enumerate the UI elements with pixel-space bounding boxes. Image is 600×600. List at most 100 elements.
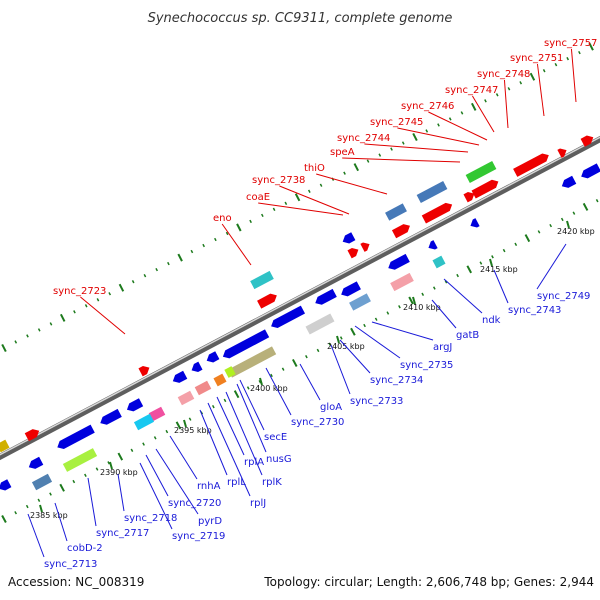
reverse-gene-label-text[interactable]: pyrD [198, 516, 222, 527]
reverse-gene-label[interactable]: sync_2713 [27, 513, 97, 570]
gene-feature[interactable] [360, 240, 371, 252]
gene-feature-shape[interactable] [313, 288, 337, 307]
reverse-gene-label-text[interactable]: argJ [433, 342, 452, 353]
gene-feature-shape[interactable] [224, 366, 236, 378]
reverse-gene-label-text[interactable]: sync_2719 [172, 531, 225, 542]
gene-feature-shape[interactable] [339, 281, 361, 298]
reverse-gene-label[interactable]: sync_2733 [330, 344, 403, 407]
forward-gene-label-text[interactable]: sync_2745 [370, 117, 423, 128]
gene-feature-shape[interactable] [513, 151, 551, 177]
reverse-gene-label-text[interactable]: ndk [482, 315, 501, 326]
gene-feature-shape[interactable] [421, 201, 454, 224]
forward-gene-label[interactable]: sync_2745 [370, 117, 480, 146]
reverse-gene-label-text[interactable]: nusG [266, 454, 292, 465]
gene-feature[interactable] [194, 380, 212, 396]
gene-feature-shape[interactable] [349, 293, 371, 311]
forward-gene-label[interactable]: coaE [246, 192, 344, 216]
reverse-gene-label-text[interactable]: rplL [227, 477, 246, 488]
gene-feature[interactable] [416, 181, 448, 203]
forward-gene-label-text[interactable]: sync_2723 [53, 286, 106, 297]
gene-feature-shape[interactable] [465, 161, 497, 183]
gene-feature-shape[interactable] [432, 255, 446, 269]
forward-gene-label-text[interactable]: sync_2748 [477, 69, 530, 80]
gene-feature-shape[interactable] [341, 232, 356, 246]
reverse-gene-label[interactable]: secE [239, 379, 287, 443]
gene-feature-shape[interactable] [560, 175, 577, 191]
gene-feature-shape[interactable] [205, 351, 220, 365]
gene-feature[interactable] [432, 255, 446, 269]
gene-feature-shape[interactable] [426, 240, 438, 252]
forward-gene-label[interactable]: sync_2746 [401, 101, 488, 141]
forward-gene-label-text[interactable]: sync_2757 [544, 38, 597, 49]
gene-feature[interactable] [0, 439, 10, 453]
gene-feature-shape[interactable] [27, 456, 44, 472]
gene-feature[interactable] [339, 281, 361, 298]
gene-feature-shape[interactable] [0, 439, 10, 453]
gene-feature[interactable] [465, 161, 497, 183]
forward-gene-label[interactable]: sync_2744 [337, 133, 469, 153]
reverse-gene-label[interactable]: pyrD [155, 448, 222, 527]
reverse-gene-label-text[interactable]: sync_2735 [400, 360, 453, 371]
gene-feature-shape[interactable] [0, 479, 12, 493]
gene-feature[interactable] [386, 253, 410, 272]
gene-feature-shape[interactable] [580, 133, 596, 147]
gene-feature[interactable] [227, 346, 277, 378]
gene-feature[interactable] [62, 448, 98, 472]
reverse-gene-label[interactable]: sync_2749 [536, 243, 590, 302]
gene-feature-shape[interactable] [138, 364, 151, 377]
gene-feature[interactable] [580, 133, 596, 147]
gene-feature[interactable] [313, 288, 337, 307]
gene-feature[interactable] [385, 203, 407, 221]
reverse-gene-label[interactable]: ndk [443, 278, 501, 326]
gene-feature-shape[interactable] [257, 291, 279, 309]
forward-gene-label[interactable]: sync_2738 [252, 175, 350, 215]
forward-gene-label[interactable]: sync_2751 [510, 53, 563, 117]
forward-gene-label[interactable]: speA [330, 147, 461, 163]
gene-feature-shape[interactable] [468, 218, 480, 230]
gene-feature-shape[interactable] [463, 190, 476, 203]
gene-feature[interactable] [579, 163, 600, 180]
gene-feature[interactable] [189, 361, 203, 375]
gene-feature-shape[interactable] [390, 272, 414, 292]
gene-feature[interactable] [148, 406, 166, 422]
gene-feature[interactable] [463, 190, 476, 203]
gene-feature[interactable] [557, 146, 568, 158]
reverse-gene-label-text[interactable]: sync_2718 [124, 513, 177, 524]
gene-feature-shape[interactable] [360, 240, 371, 252]
forward-gene-label-text[interactable]: sync_2751 [510, 53, 563, 64]
gene-feature[interactable] [250, 270, 274, 290]
gene-feature-shape[interactable] [98, 408, 122, 427]
reverse-gene-label[interactable]: sync_2735 [354, 325, 453, 371]
reverse-gene-label-text[interactable]: sync_2713 [44, 559, 97, 570]
gene-feature-shape[interactable] [385, 203, 407, 221]
gene-feature[interactable] [421, 201, 454, 224]
reverse-gene-label[interactable]: cobD-2 [54, 502, 103, 554]
gene-feature[interactable] [471, 177, 501, 199]
reverse-gene-label-text[interactable]: cobD-2 [67, 543, 103, 554]
forward-gene-label-text[interactable]: eno [213, 213, 232, 224]
reverse-gene-label-text[interactable]: sync_2717 [96, 528, 149, 539]
reverse-gene-label[interactable]: gloA [299, 363, 342, 413]
gene-feature-shape[interactable] [386, 253, 410, 272]
gene-feature-shape[interactable] [194, 380, 212, 396]
gene-feature[interactable] [257, 291, 279, 309]
gene-feature-shape[interactable] [250, 270, 274, 290]
reverse-gene-label[interactable]: rplA [216, 396, 264, 468]
reverse-gene-label[interactable]: rplL [199, 409, 246, 488]
gene-feature[interactable] [205, 351, 220, 365]
forward-gene-label-text[interactable]: thiO [304, 163, 325, 174]
gene-feature-shape[interactable] [269, 305, 306, 331]
forward-gene-label-text[interactable]: sync_2744 [337, 133, 390, 144]
reverse-gene-label-text[interactable]: secE [264, 432, 287, 443]
gene-feature-shape[interactable] [347, 246, 360, 259]
gene-feature[interactable] [138, 364, 151, 377]
gene-feature[interactable] [27, 456, 44, 472]
reverse-gene-label[interactable]: gatB [431, 299, 479, 341]
gene-feature-shape[interactable] [227, 346, 277, 378]
gene-feature-shape[interactable] [148, 406, 166, 422]
gene-feature-shape[interactable] [557, 146, 568, 158]
gene-feature[interactable] [221, 329, 270, 360]
reverse-gene-label[interactable]: sync_2730 [265, 367, 344, 428]
reverse-gene-label[interactable]: argJ [371, 321, 452, 353]
gene-feature-shape[interactable] [171, 370, 188, 386]
